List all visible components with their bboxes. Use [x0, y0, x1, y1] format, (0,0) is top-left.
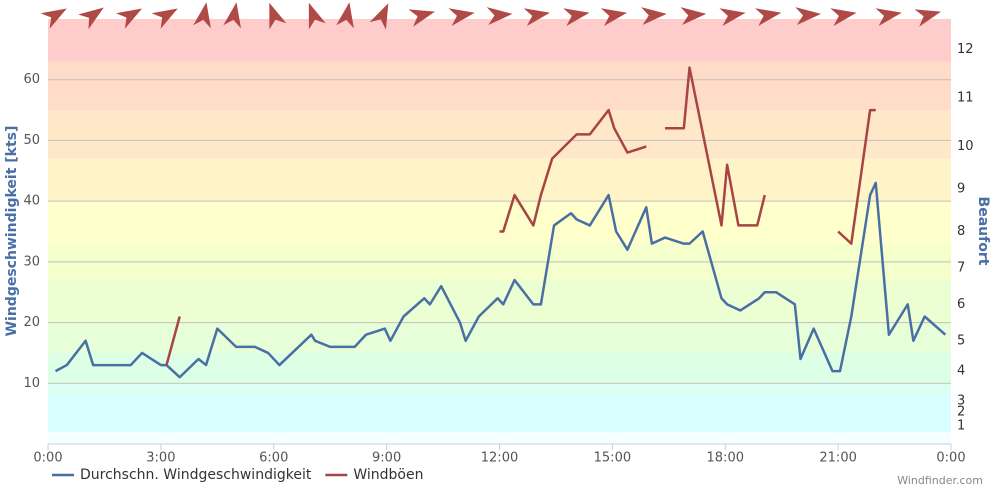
y2-tick-label: 10	[957, 139, 974, 154]
y2-tick-label: 7	[957, 260, 965, 275]
wind-direction-arrow	[755, 8, 782, 26]
legend-label: Windböen	[353, 467, 423, 483]
series-line	[837, 108, 876, 245]
y2-tick-label: 12	[957, 42, 974, 57]
wind-direction-arrow	[600, 8, 628, 26]
background-band	[48, 158, 951, 202]
y2-tick-label: 4	[957, 364, 965, 379]
wind-direction-arrow	[40, 8, 67, 29]
watermark: Windfinder.com	[897, 474, 983, 487]
y2-tick-label: 9	[957, 182, 965, 197]
y2-tick-label: 2	[957, 404, 965, 419]
y-tick-label: 40	[23, 194, 40, 209]
y-tick-label: 10	[23, 376, 40, 391]
legend-label: Durchschn. Windgeschwindigkeit	[80, 467, 312, 483]
y2-axis-title: Beaufort	[975, 197, 991, 266]
wind-direction-arrow	[563, 8, 590, 26]
y2-tick-label: 11	[957, 90, 974, 105]
series-line	[54, 181, 947, 379]
y-tick-label: 60	[23, 72, 40, 87]
wind-direction-arrow	[875, 8, 902, 26]
wind-direction-arrow	[641, 7, 667, 26]
series-line	[665, 66, 766, 227]
background-band	[48, 352, 951, 384]
wind-direction-arrow	[486, 7, 513, 26]
y2-tick-label: 1	[957, 418, 965, 433]
wind-direction-arrow	[830, 8, 857, 26]
y2-tick-label: 8	[957, 224, 965, 239]
x-tick-label: 0:00	[33, 451, 62, 466]
wind-direction-arrow	[336, 2, 354, 29]
background-band	[48, 395, 951, 432]
wind-direction-arrow	[795, 7, 821, 26]
background-band	[48, 110, 951, 159]
x-tick-label: 3:00	[146, 451, 175, 466]
series-line	[165, 316, 181, 366]
x-tick-label: 9:00	[372, 451, 401, 466]
wind-direction-arrow	[719, 8, 746, 26]
y2-tick-label: 6	[957, 297, 965, 312]
wind-direction-arrow	[914, 9, 941, 27]
x-tick-label: 15:00	[594, 451, 631, 466]
background-band	[48, 322, 951, 353]
y-axis-title: Windgeschwindigkeit [kts]	[4, 126, 20, 337]
wind-direction-arrow	[408, 9, 435, 27]
wind-direction-arrow	[680, 7, 707, 26]
wind-direction-arrow	[78, 7, 104, 30]
background-band	[48, 201, 951, 244]
y-tick-label: 30	[23, 254, 40, 269]
wind-direction-arrow	[448, 8, 475, 26]
wind-direction-arrow	[369, 3, 389, 30]
wind-direction-arrow	[523, 8, 550, 26]
background-band	[48, 431, 951, 444]
background-band	[48, 61, 951, 111]
x-tick-label: 12:00	[481, 451, 518, 466]
series-line	[499, 108, 647, 233]
wind-direction-arrow	[193, 2, 211, 29]
background-band	[48, 383, 951, 396]
x-tick-label: 0:00	[936, 451, 965, 466]
x-tick-label: 21:00	[819, 451, 856, 466]
x-tick-label: 18:00	[707, 451, 744, 466]
y-tick-label: 50	[23, 133, 40, 148]
wind-direction-arrow	[269, 2, 287, 30]
background-band	[48, 19, 951, 62]
wind-direction-arrow	[151, 8, 178, 29]
y-tick-label: 20	[23, 315, 40, 330]
wind-direction-arrow	[308, 2, 326, 30]
y2-tick-label: 3	[957, 393, 965, 408]
x-tick-label: 6:00	[259, 451, 288, 466]
y2-tick-label: 5	[957, 333, 965, 348]
wind-direction-arrow	[115, 8, 143, 29]
wind-direction-arrow	[223, 2, 242, 29]
